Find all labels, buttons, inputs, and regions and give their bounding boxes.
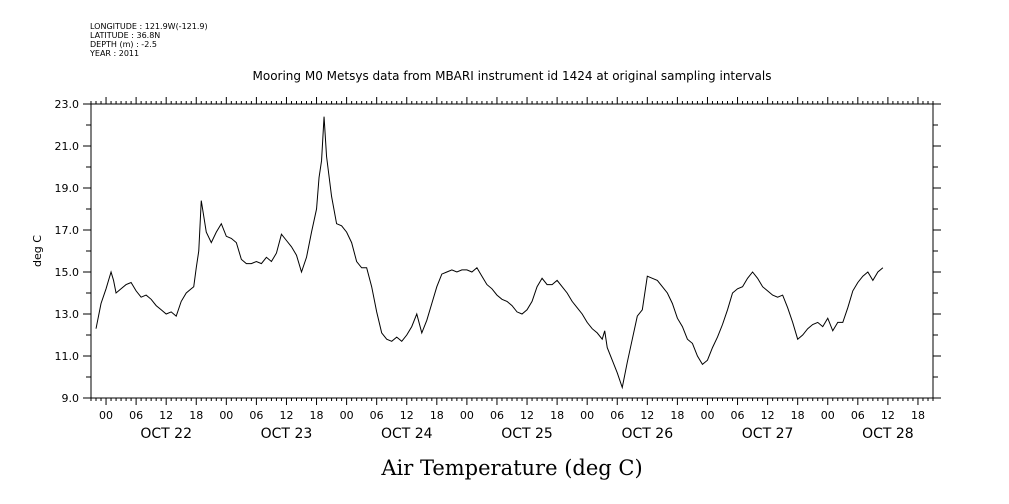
metadata-block: LONGITUDE : 121.9W(-121.9) LATITUDE : 36…: [90, 22, 208, 58]
hour-tick-label: 00: [580, 409, 594, 422]
hour-tick-label: 12: [520, 409, 534, 422]
hour-tick-label: 06: [610, 409, 624, 422]
hour-tick-label: 00: [219, 409, 233, 422]
x-tick-labels: 00 06 12 18 OCT 22 00 06 12 18 OCT 23 00 06 12 18 OCT …: [99, 409, 925, 442]
y-tick-labels: 9.0 11.0 13.0 15.0 17.0 19.0 21.0 23.0: [55, 98, 80, 405]
hour-tick-label: 18: [670, 409, 684, 422]
hour-tick-label: 18: [310, 409, 324, 422]
depth-text: DEPTH (m) : -2.5: [90, 40, 157, 49]
hour-tick-label: 00: [99, 409, 113, 422]
year-text: YEAR : 2011: [90, 49, 140, 58]
y-tick-label: 21.0: [55, 140, 80, 153]
hour-tick-label: 12: [761, 409, 775, 422]
y-tick-label: 11.0: [55, 350, 80, 363]
y-tick-label: 19.0: [55, 182, 80, 195]
axis-ticks: [83, 97, 941, 405]
temperature-series-line: [95, 116, 884, 390]
hour-tick-label: 18: [430, 409, 444, 422]
hour-tick-label: 12: [640, 409, 654, 422]
hour-tick-label: 06: [370, 409, 384, 422]
hour-tick-label: 18: [550, 409, 564, 422]
day-label: OCT 24: [381, 426, 433, 442]
day-label: OCT 23: [261, 426, 313, 442]
hour-tick-label: 00: [821, 409, 835, 422]
hour-tick-label: 12: [159, 409, 173, 422]
hour-tick-label: 00: [460, 409, 474, 422]
hour-tick-label: 12: [279, 409, 293, 422]
hour-tick-label: 00: [700, 409, 714, 422]
hour-tick-label: 18: [791, 409, 805, 422]
latitude-text: LATITUDE : 36.8N: [90, 31, 161, 40]
y-tick-label: 9.0: [62, 392, 80, 405]
day-label: OCT 22: [140, 426, 192, 442]
y-tick-label: 23.0: [55, 98, 80, 111]
day-label: OCT 28: [862, 426, 914, 442]
y-tick-label: 15.0: [55, 266, 80, 279]
hour-tick-label: 00: [340, 409, 354, 422]
x-axis-label: Air Temperature (deg C): [380, 456, 642, 480]
hour-tick-label: 06: [490, 409, 504, 422]
day-label: OCT 27: [742, 426, 794, 442]
plot-frame: [90, 103, 934, 399]
longitude-text: LONGITUDE : 121.9W(-121.9): [90, 22, 208, 31]
hour-tick-label: 06: [129, 409, 143, 422]
hour-tick-label: 18: [911, 409, 925, 422]
day-label: OCT 25: [501, 426, 553, 442]
day-label: OCT 26: [622, 426, 674, 442]
hour-tick-label: 06: [731, 409, 745, 422]
y-axis-label: deg C: [31, 235, 44, 267]
hour-tick-label: 06: [851, 409, 865, 422]
chart-title: Mooring M0 Metsys data from MBARI instru…: [253, 69, 772, 83]
y-tick-label: 17.0: [55, 224, 80, 237]
hour-tick-label: 12: [881, 409, 895, 422]
hour-tick-label: 06: [249, 409, 263, 422]
y-tick-label: 13.0: [55, 308, 80, 321]
hour-tick-label: 12: [400, 409, 414, 422]
hour-tick-label: 18: [189, 409, 203, 422]
